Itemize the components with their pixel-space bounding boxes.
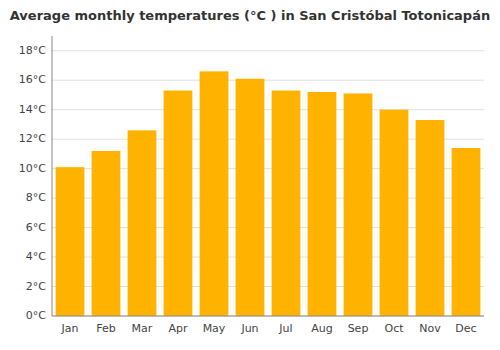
bar bbox=[128, 130, 157, 316]
x-tick-label: Dec bbox=[455, 322, 476, 335]
y-tick-label: 14°C bbox=[19, 103, 46, 116]
y-tick-label: 16°C bbox=[19, 73, 46, 86]
x-axis-line bbox=[52, 316, 484, 317]
bars bbox=[56, 71, 481, 316]
x-axis: Jan Feb Mar Apr May Jun Jul Aug Sep Oct Nov Dec bbox=[52, 316, 484, 335]
bar bbox=[56, 167, 85, 316]
y-tick-label: 6°C bbox=[26, 221, 46, 234]
bar bbox=[452, 148, 481, 316]
page: {"chart_data": {"type": "bar", "title": … bbox=[0, 0, 500, 350]
y-tick-label: 4°C bbox=[26, 250, 46, 263]
y-tick-label: 18°C bbox=[19, 44, 46, 57]
x-tick-label: Jul bbox=[278, 322, 292, 335]
y-tick-label: 2°C bbox=[26, 280, 46, 293]
x-tick-label: Jan bbox=[61, 322, 79, 335]
x-tick-label: Sep bbox=[348, 322, 369, 335]
y-tick-label: 8°C bbox=[26, 191, 46, 204]
x-tick-label: Oct bbox=[384, 322, 404, 335]
bar bbox=[164, 91, 193, 316]
bar bbox=[236, 79, 265, 316]
y-axis-line bbox=[52, 36, 53, 316]
bar bbox=[200, 71, 229, 316]
x-tick-label: Feb bbox=[96, 322, 115, 335]
chart: 0°C 2°C 4°C 6°C 8°C 10°C 12°C 14°C 16°C 18°C Jan Fe… bbox=[0, 0, 500, 350]
bar bbox=[308, 92, 337, 316]
bar bbox=[416, 120, 445, 316]
x-tick-label: Apr bbox=[168, 322, 188, 335]
bar bbox=[272, 91, 301, 316]
grid-line bbox=[52, 109, 484, 110]
bar bbox=[344, 93, 373, 316]
y-tick-label: 10°C bbox=[19, 162, 46, 175]
chart-container: 0°C 2°C 4°C 6°C 8°C 10°C 12°C 14°C 16°C 18°C Jan Fe… bbox=[0, 0, 500, 350]
grid bbox=[52, 51, 484, 316]
grid-line bbox=[52, 316, 484, 317]
y-axis: 0°C 2°C 4°C 6°C 8°C 10°C 12°C 14°C 16°C 18°C bbox=[19, 36, 52, 322]
x-tick-label: May bbox=[203, 322, 226, 335]
x-tick-label: Nov bbox=[419, 322, 441, 335]
grid-line bbox=[52, 50, 484, 51]
bar bbox=[380, 110, 409, 316]
x-tick-label: Jun bbox=[240, 322, 258, 335]
grid-line bbox=[52, 80, 484, 81]
y-tick-label: 12°C bbox=[19, 132, 46, 145]
bar bbox=[92, 151, 121, 316]
title: Average monthly temperatures (°C ) in Sa… bbox=[10, 8, 490, 23]
y-tick-label: 0°C bbox=[26, 309, 46, 322]
x-tick-label: Aug bbox=[311, 322, 332, 335]
x-tick-label: Mar bbox=[132, 322, 153, 335]
